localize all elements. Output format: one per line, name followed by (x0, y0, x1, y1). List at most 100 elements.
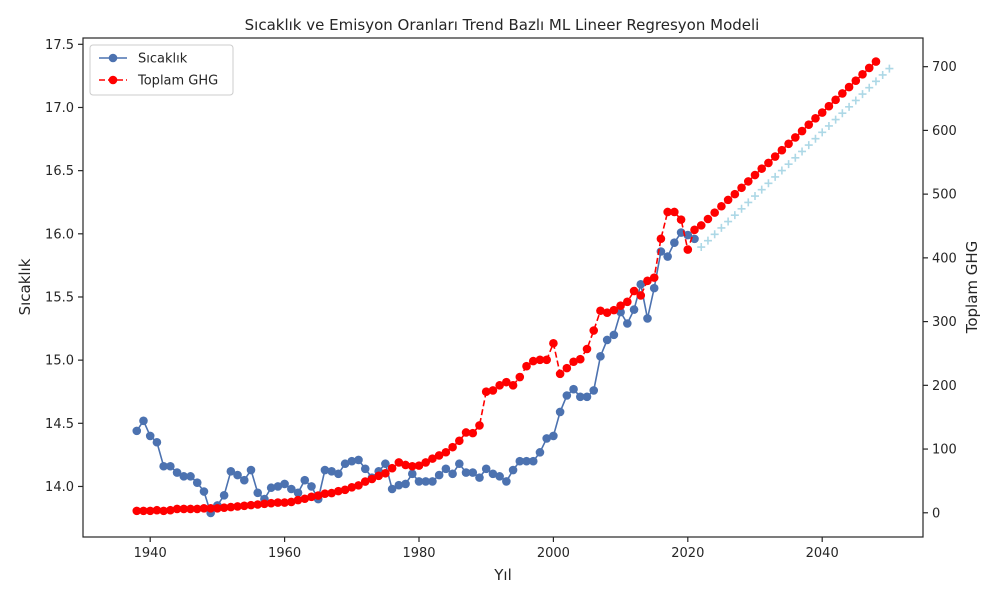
ghg-point (743, 177, 753, 186)
forecast-point (885, 64, 894, 73)
forecast-point (737, 204, 746, 213)
ghg-point (508, 381, 518, 390)
x-tick-label: 2000 (537, 546, 570, 561)
temperature-point (535, 448, 545, 457)
ghg-point (334, 486, 343, 496)
temperature-point (394, 480, 404, 490)
forecast-point (717, 223, 726, 232)
temperature-point (179, 472, 189, 481)
forecast-point (764, 179, 773, 188)
legend-label: Sıcaklık (138, 52, 188, 67)
ghg-point (132, 506, 142, 516)
temperature-point (676, 228, 686, 237)
temperature-point (428, 477, 437, 486)
temperature-point (649, 283, 659, 293)
temperature-point (562, 391, 572, 400)
y-right-tick-label: 100 (932, 443, 957, 458)
ghg-point (475, 421, 484, 430)
temperature-point (287, 484, 296, 494)
forecast-point (824, 121, 833, 130)
y-axis-right-title: Toplam GHG (963, 241, 981, 335)
temperature-point (152, 437, 162, 447)
ghg-point (226, 502, 236, 512)
forecast-point (871, 77, 880, 86)
ghg-point (683, 245, 693, 254)
ghg-point (293, 495, 303, 505)
temperature-point (192, 478, 202, 487)
ghg-point (777, 145, 787, 155)
temperature-point (636, 280, 646, 289)
y-left-tick-label: 14.0 (45, 480, 74, 495)
temperature-point (549, 431, 558, 441)
ghg-point (649, 273, 659, 282)
legend-marker (108, 75, 118, 85)
ghg-point (213, 504, 222, 513)
ghg-point (166, 505, 175, 515)
ghg-point (871, 57, 881, 66)
x-axis-ticks: 1940 1960 1980 2000 2020 2040 (134, 537, 839, 561)
forecast-point (724, 217, 733, 226)
ghg-point (528, 356, 538, 366)
forecast-point (818, 128, 827, 137)
ghg-point (522, 361, 531, 371)
ghg-point (670, 207, 679, 217)
temperature-point (226, 467, 236, 476)
forecast-point (831, 115, 840, 124)
y-axis-left-title: Sıcaklık (16, 258, 34, 315)
ghg-point (320, 489, 330, 498)
x-tick-label: 1940 (134, 546, 167, 561)
forecast-point (804, 141, 813, 150)
ghg-point (421, 458, 431, 467)
ghg-point (246, 500, 256, 510)
temperature-point (690, 234, 699, 244)
temperature-point (145, 431, 155, 441)
ghg-point (407, 461, 417, 471)
ghg-point (280, 498, 289, 507)
ghg-point (858, 70, 867, 79)
ghg-point (233, 502, 242, 511)
forecast-point (865, 83, 874, 92)
ghg-point (287, 497, 296, 507)
legend: Sıcaklık Toplam GHG (89, 44, 234, 96)
series-1 (132, 57, 881, 516)
ghg-point (569, 357, 578, 367)
y-axis-left-ticks: 14.0 14.5 15.0 15.5 16.0 16.5 17.0 17.5 (45, 38, 83, 495)
ghg-point (596, 306, 605, 316)
temperature-point (239, 475, 249, 485)
y-right-tick-label: 300 (932, 315, 957, 330)
temperature-point (159, 461, 168, 471)
ghg-point (461, 428, 471, 437)
ghg-point (824, 101, 834, 111)
y-left-tick-label: 16.0 (45, 227, 74, 242)
temperature-point (199, 487, 209, 496)
temperature-point (488, 469, 498, 479)
ghg-point (555, 369, 565, 379)
y-left-tick-label: 17.0 (45, 101, 74, 116)
temperature-point (663, 252, 672, 261)
forecast-point (697, 243, 706, 252)
ghg-point (179, 504, 189, 514)
ghg-point (307, 492, 316, 502)
ghg-point (703, 214, 713, 224)
temperature-point (623, 319, 632, 328)
ghg-point (192, 504, 202, 514)
temperature-point (421, 477, 431, 486)
ghg-point (387, 463, 397, 473)
ghg-point (428, 454, 437, 463)
temperature-point (273, 482, 283, 491)
ghg-point (367, 474, 377, 484)
ghg-point (354, 481, 363, 490)
ghg-point (206, 504, 215, 513)
temperature-point (575, 392, 585, 402)
ghg-point (629, 286, 639, 296)
forecast-point (858, 90, 867, 99)
ghg-point (448, 442, 457, 452)
forecast-point (777, 166, 786, 175)
ghg-point (347, 482, 357, 492)
temperature-point (555, 407, 565, 417)
ghg-point (327, 488, 336, 498)
temperature-point (360, 464, 370, 474)
temperature-point (683, 230, 693, 240)
y-right-tick-label: 0 (932, 506, 940, 521)
